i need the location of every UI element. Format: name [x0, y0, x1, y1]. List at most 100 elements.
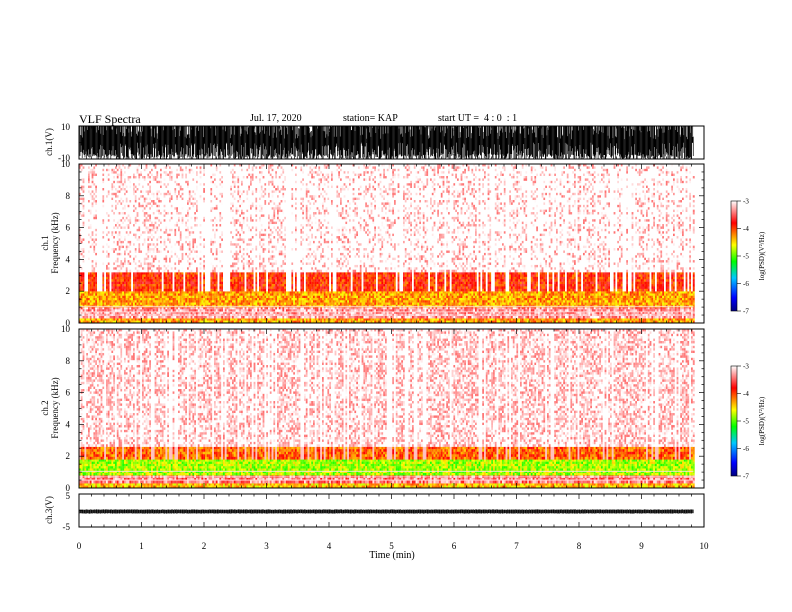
spectrogram-cell: [410, 318, 412, 321]
spectrogram-cell: [680, 318, 682, 321]
spectrogram-cell: [149, 318, 151, 321]
spectrogram-cell: [653, 318, 655, 321]
spectrogram-cell: [435, 318, 437, 321]
spectrogram-cell: [221, 318, 223, 321]
spectrogram-cell: [218, 318, 220, 321]
spectrogram-cell: [209, 318, 211, 321]
ch1-spectrogram-image: [79, 164, 695, 323]
spectrogram-cell: [304, 318, 306, 321]
spectrogram-cell: [381, 318, 383, 321]
spectrogram-cell: [565, 318, 567, 321]
spectrogram-cell: [286, 318, 288, 321]
spectrogram-cell: [106, 318, 108, 321]
spectrogram-cell: [394, 318, 396, 321]
spectrogram-cell: [165, 318, 167, 321]
spectrogram-cell: [543, 318, 545, 321]
spectrogram-cell: [691, 318, 693, 321]
spectrogram-cell: [113, 318, 115, 321]
spectrogram-cell: [531, 318, 533, 321]
spectrogram-cell: [183, 318, 185, 321]
spectrogram-cell: [237, 318, 239, 321]
spectrogram-cell: [196, 318, 198, 321]
spectrogram-cell: [230, 318, 232, 321]
spectrogram-cell: [326, 318, 328, 321]
spectrogram-cell: [329, 318, 331, 321]
spectrogram-cell: [423, 318, 425, 321]
spectrogram-cell: [302, 318, 304, 321]
spectrogram-cell: [158, 318, 160, 321]
spectrogram-cell: [101, 318, 103, 321]
spectrogram-cell: [657, 318, 659, 321]
spectrogram-cell: [92, 318, 94, 321]
spectrogram-cell: [610, 318, 612, 321]
spectrogram-cell: [686, 318, 688, 321]
spectrogram-cell: [450, 318, 452, 321]
spectrogram-cell: [574, 318, 576, 321]
spectrogram-cell: [655, 318, 657, 321]
spectrogram-cell: [599, 318, 601, 321]
spectrogram-cell: [633, 318, 635, 321]
spectrogram-cell: [153, 318, 155, 321]
spectrogram-cell: [270, 318, 272, 321]
spectrogram-cell: [137, 318, 139, 321]
spectrogram-cell: [527, 318, 529, 321]
spectrogram-cell: [308, 318, 310, 321]
spectrogram-cell: [603, 318, 605, 321]
spectrogram-cell: [572, 318, 574, 321]
spectrogram-cell: [257, 318, 259, 321]
spectrogram-cell: [243, 318, 245, 321]
spectrogram-cell: [635, 318, 637, 321]
spectrogram-cell: [482, 318, 484, 321]
spectrogram-cell: [241, 318, 243, 321]
spectrogram-cell: [524, 318, 526, 321]
spectrogram-cell: [608, 318, 610, 321]
spectrogram-cell: [288, 318, 290, 321]
spectrogram-cell: [626, 318, 628, 321]
spectrogram-cell: [167, 318, 169, 321]
spectrogram-cell: [500, 318, 502, 321]
spectrogram-cell: [212, 318, 214, 321]
spectrogram-cell: [122, 318, 124, 321]
spectrogram-cell: [480, 318, 482, 321]
spectrogram-cell: [569, 318, 571, 321]
spectrogram-cell: [252, 318, 254, 321]
spectrogram-cell: [545, 318, 547, 321]
spectrogram-cell: [632, 318, 634, 321]
spectrogram-cell: [223, 318, 225, 321]
spectrogram-cell: [644, 318, 646, 321]
spectrogram-cell: [639, 318, 641, 321]
spectrogram-cell: [403, 318, 405, 321]
spectrogram-cell: [142, 318, 144, 321]
spectrogram-cell: [126, 318, 128, 321]
spectrogram-cell: [345, 318, 347, 321]
spectrogram-cell: [228, 318, 230, 321]
spectrogram-cell: [273, 318, 275, 321]
spectrogram-cell: [491, 318, 493, 321]
spectrogram-cell: [81, 318, 83, 321]
spectrogram-cell: [547, 318, 549, 321]
spectrogram-cell: [493, 318, 495, 321]
spectrogram-cell: [317, 318, 319, 321]
spectrogram-cell: [351, 318, 353, 321]
spectrogram-cell: [120, 318, 122, 321]
spectrogram-cell: [119, 318, 121, 321]
spectrogram-cell: [111, 318, 113, 321]
spectrogram-cell: [342, 318, 344, 321]
spectrogram-cell: [88, 318, 90, 321]
spectrogram-cell: [417, 318, 419, 321]
spectrogram-cell: [693, 318, 695, 321]
spectrogram-cell: [563, 318, 565, 321]
spectrogram-cell: [498, 318, 500, 321]
spectrogram-cell: [678, 318, 680, 321]
spectrogram-cell: [425, 318, 427, 321]
spectrogram-cell: [486, 318, 488, 321]
spectrogram-cell: [129, 318, 131, 321]
spectrogram-cell: [144, 318, 146, 321]
spectrogram-cell: [475, 318, 477, 321]
spectrogram-cell: [675, 318, 677, 321]
spectrogram-cell: [507, 318, 509, 321]
spectrogram-cell: [554, 318, 556, 321]
spectrogram-cell: [234, 318, 236, 321]
spectrogram-cell: [542, 318, 544, 321]
spectrogram-cell: [371, 318, 373, 321]
